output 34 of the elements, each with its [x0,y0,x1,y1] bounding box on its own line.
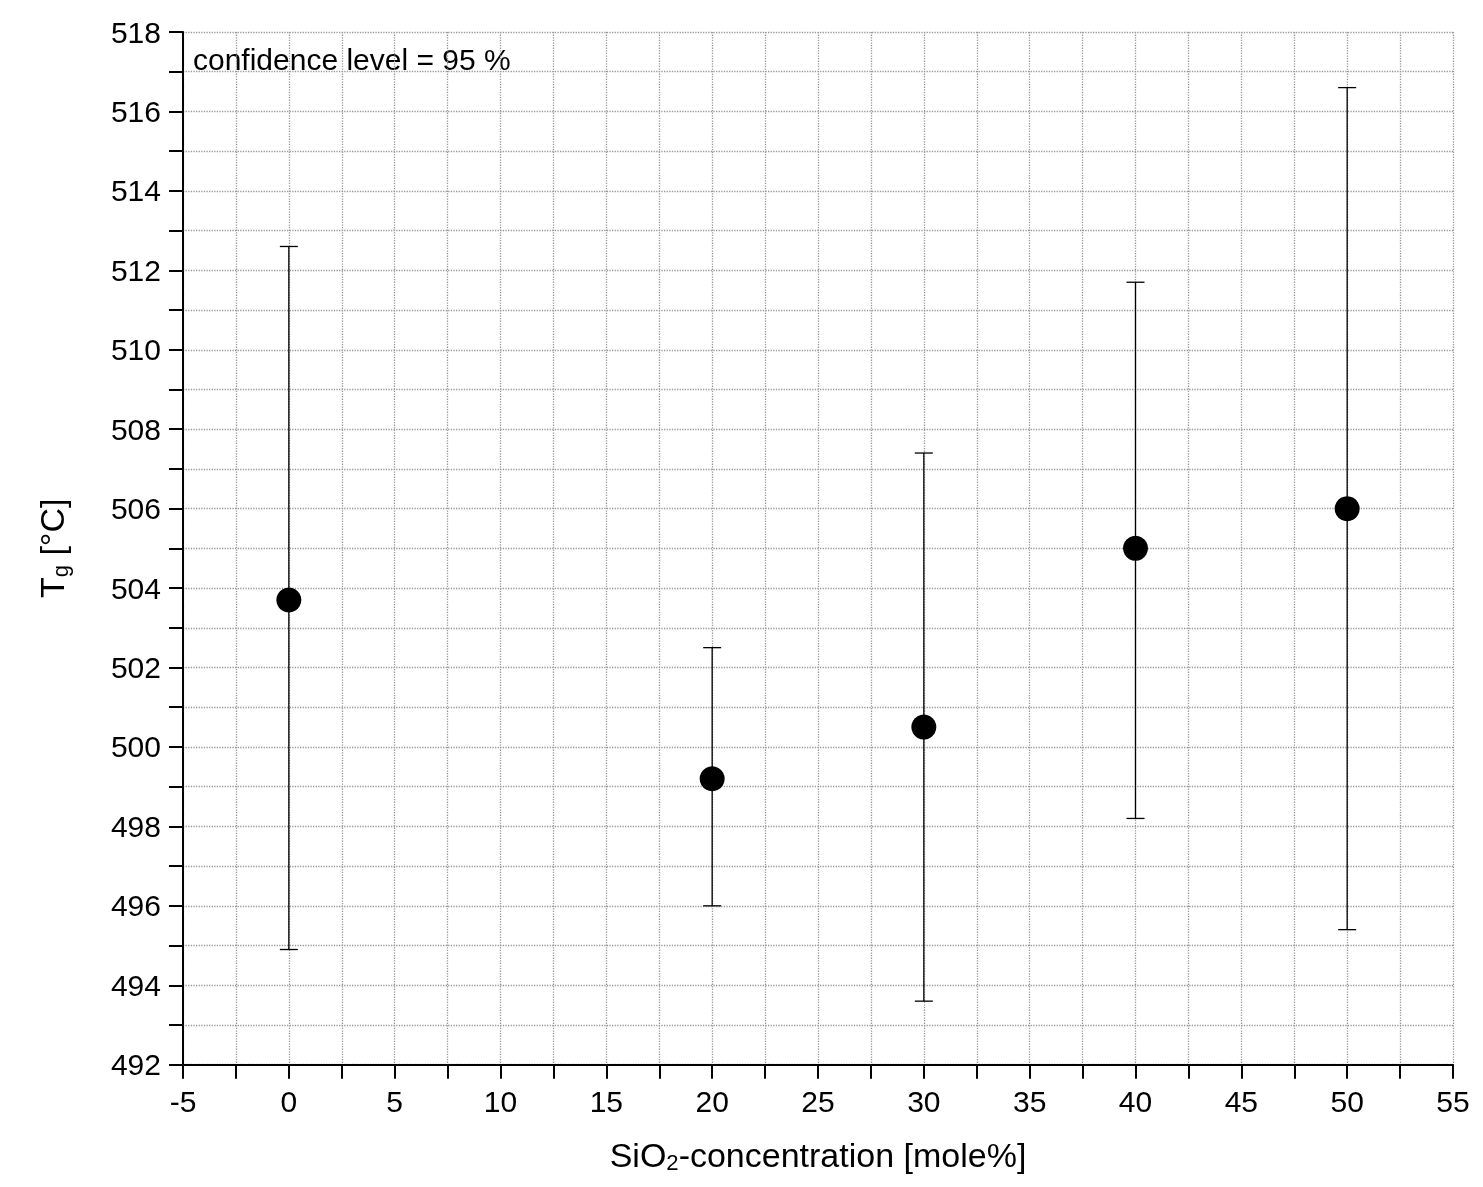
y-tick-label: 498 [110,809,161,843]
point [1123,535,1148,561]
x-tick-label: 35 [1012,1085,1047,1119]
x-tick-label: -5 [169,1085,197,1119]
y-tick-label: 514 [110,174,161,208]
x-tick-label: 20 [695,1085,729,1119]
point [1334,496,1360,522]
x-tick-label: 55 [1436,1085,1470,1119]
y-tick-label: 506 [110,492,161,526]
x-tick-label: 10 [483,1085,518,1119]
y-tick-label: 510 [110,333,161,367]
y-tick-label: 500 [110,730,161,764]
y-tick-label: 492 [110,1048,161,1082]
x-tick-label: 30 [907,1085,941,1119]
point [911,714,937,740]
x-tick-label: 5 [386,1085,404,1119]
y-tick-label: 502 [110,651,161,685]
point [276,587,302,613]
annotation: confidence level = 95 % [193,42,511,76]
x-tick-label: 40 [1118,1085,1153,1119]
y-tick-label: 516 [110,94,161,128]
point [699,766,725,792]
y-tick-label: 496 [110,889,161,923]
x-tick-label: 25 [801,1085,835,1119]
y-tick-label: 508 [110,412,161,446]
x-tick-label: 45 [1224,1085,1259,1119]
x-tick-label: 15 [589,1085,624,1119]
x-tick-label: 50 [1330,1085,1364,1119]
y-tick-label: 512 [110,253,161,287]
y-tick-label: 504 [110,571,161,605]
y-axis-title: Tg [°C] [33,498,73,599]
y-tick-label: 494 [110,968,161,1002]
y-tick-label: 518 [110,15,161,49]
x-tick-label: 0 [280,1085,298,1119]
